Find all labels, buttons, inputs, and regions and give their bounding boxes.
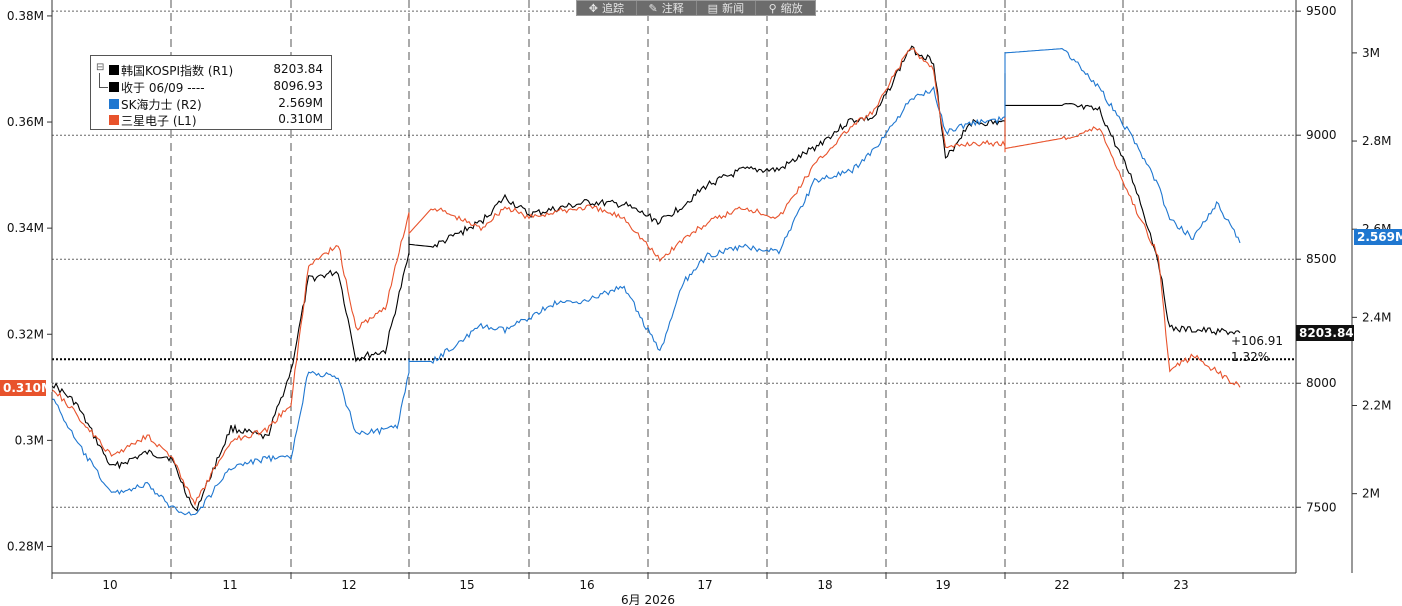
legend-swatch-skhynix <box>109 99 119 109</box>
annotate-button[interactable]: ✎ 注释 <box>637 1 697 15</box>
left-tick-label: 0.3M <box>15 433 44 447</box>
skhynix-last-value-tag: 2.569M <box>1354 229 1402 245</box>
x-axis-title: 6月 2026 <box>621 593 675 606</box>
x-tick-label: 18 <box>817 578 832 592</box>
x-tick-label: 11 <box>222 578 237 592</box>
left-tick-label: 0.34M <box>7 221 44 235</box>
zoom-icon: ⚲ <box>768 1 777 15</box>
left-tick-label: 0.38M <box>7 9 44 23</box>
chart-legend: ⊟ 韩国KOSPI指数 (R1) 8203.84 收于 06/09 ---- 8… <box>90 55 332 130</box>
x-tick-label: 19 <box>935 578 950 592</box>
series-line-2 <box>51 47 1241 507</box>
left-tick-label: 0.28M <box>7 539 44 553</box>
right2-tick-label: 2.2M <box>1362 399 1391 413</box>
x-tick-label: 12 <box>341 578 356 592</box>
chart-toolbar: ✥ 追踪 ✎ 注释 ▤ 新闻 ⚲ 缩放 <box>576 0 816 16</box>
kospi-last-value-tag: 8203.84 <box>1296 325 1354 341</box>
right1-tick-label: 9000 <box>1306 128 1337 142</box>
legend-row-samsung[interactable]: 三星电子 (L1) 0.310M <box>91 112 331 129</box>
track-button[interactable]: ✥ 追踪 <box>577 1 637 15</box>
samsung-last-value-tag: 0.310M <box>0 380 53 396</box>
legend-row-kospi-close[interactable]: 收于 06/09 ---- 8096.93 <box>91 73 331 96</box>
right2-tick-label: 2.4M <box>1362 310 1391 324</box>
tree-branch-icon <box>99 73 108 88</box>
series-layer <box>51 45 1241 516</box>
zoom-button[interactable]: ⚲ 缩放 <box>768 1 803 16</box>
legend-row-kospi[interactable]: ⊟ 韩国KOSPI指数 (R1) 8203.84 <box>96 62 323 78</box>
change-percent-label: 1.32% <box>1231 350 1270 364</box>
pencil-icon: ✎ <box>648 1 658 15</box>
x-tick-label: 15 <box>459 578 474 592</box>
news-button[interactable]: ▤ 新闻 <box>697 1 757 15</box>
right1-tick-label: 8000 <box>1306 376 1337 390</box>
left-tick-label: 0.32M <box>7 327 44 341</box>
crosshair-icon: ✥ <box>588 1 598 15</box>
x-tick-label: 10 <box>102 578 117 592</box>
right1-tick-label: 8500 <box>1306 252 1337 266</box>
legend-row-skhynix[interactable]: SK海力士 (R2) 2.569M <box>91 96 331 113</box>
change-points-label: +106.91 <box>1231 334 1284 348</box>
right1-tick-label: 7500 <box>1306 500 1337 514</box>
legend-swatch-kospi-close <box>109 82 119 92</box>
news-icon: ▤ <box>707 1 719 15</box>
collapse-icon[interactable]: ⊟ <box>96 62 105 73</box>
right1-tick-label: 9500 <box>1306 4 1337 18</box>
x-tick-label: 22 <box>1054 578 1069 592</box>
legend-swatch-samsung <box>109 115 119 125</box>
series-line-0 <box>51 45 1241 512</box>
x-tick-label: 16 <box>579 578 594 592</box>
x-tick-label: 23 <box>1173 578 1188 592</box>
right2-tick-label: 3M <box>1362 46 1380 60</box>
series-line-1 <box>51 48 1241 516</box>
x-tick-label: 17 <box>697 578 712 592</box>
legend-swatch-kospi <box>109 65 119 75</box>
axis-layer: 10 11 12 15 16 17 18 19 22 23 6月 2026 0.28M 0.3M 0.32… <box>7 0 1391 606</box>
right2-tick-label: 2M <box>1362 487 1380 501</box>
right2-tick-label: 2.8M <box>1362 134 1391 148</box>
left-tick-label: 0.36M <box>7 115 44 129</box>
